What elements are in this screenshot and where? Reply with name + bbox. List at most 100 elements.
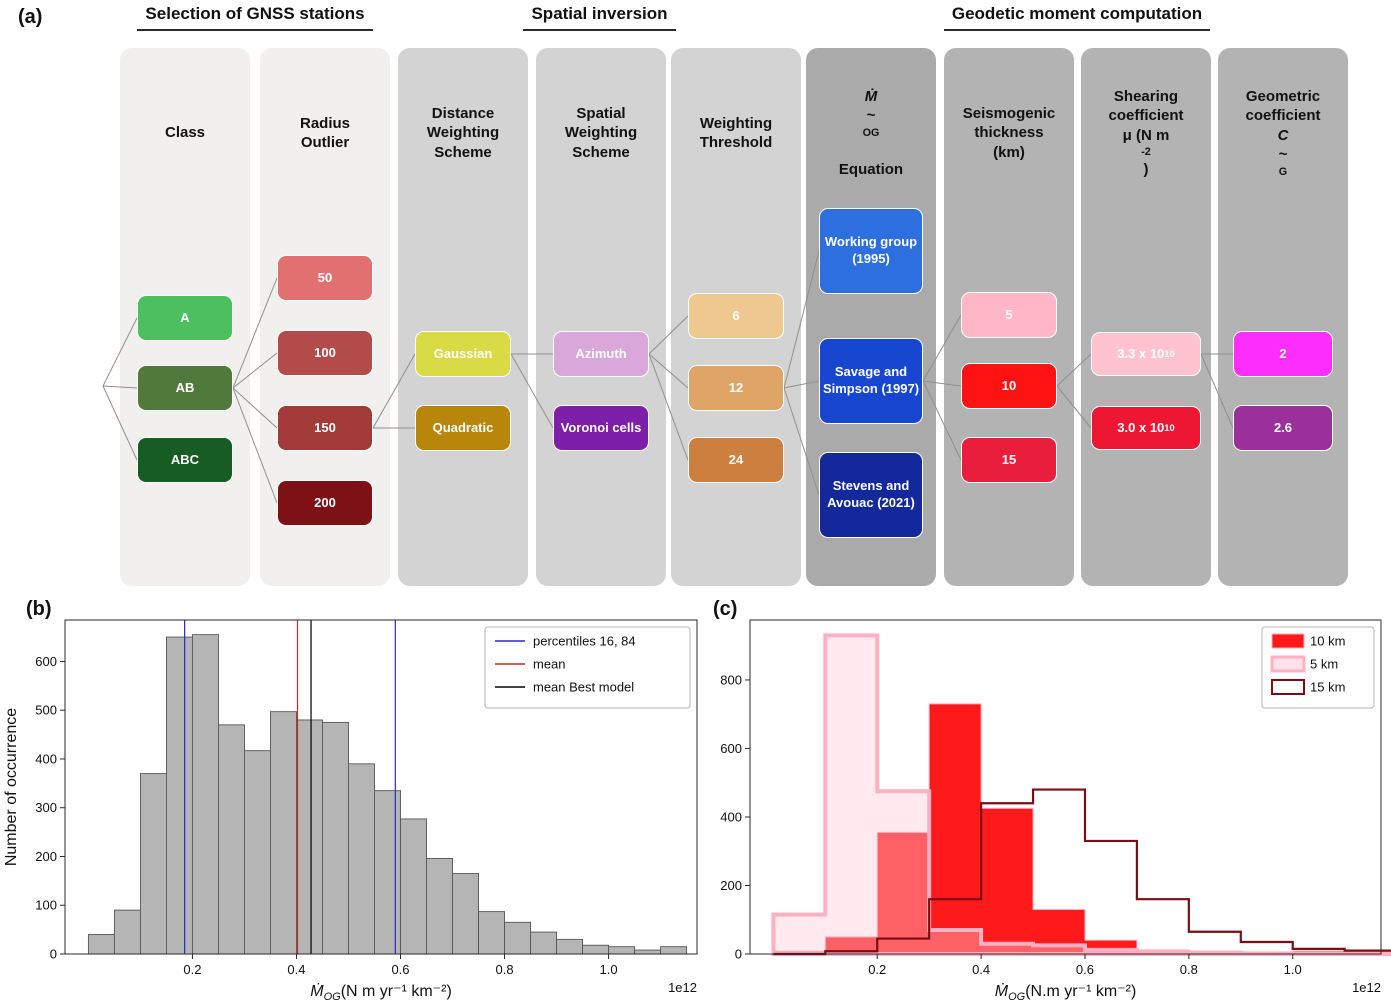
option-box-10: 10 (961, 363, 1057, 409)
y-tick-label: 600 (35, 654, 57, 669)
hist-bar (608, 946, 636, 955)
y-axis-label: Number of occurrence (3, 708, 20, 866)
hist-bar (478, 911, 505, 955)
flow-column-spatial-weighting-scheme: Spatial Weighting Scheme Azimuth Voronoi cel… (536, 48, 666, 586)
legend-label-5-km: 5 km (1310, 657, 1338, 672)
hist-bar (426, 857, 453, 955)
hist-bar (191, 634, 219, 955)
column-title-radius-outlier: Radius Outlier (299, 114, 350, 152)
y-tick-label: 200 (720, 878, 742, 893)
option-box-ab: AB (137, 365, 233, 411)
axis-offset-label: 1e12 (668, 980, 697, 995)
x-tick-label: 0.8 (496, 962, 514, 977)
flow-connector (1056, 353, 1092, 387)
legend-patch-15-km (1271, 679, 1305, 695)
flow-connector (783, 250, 820, 389)
option-box-a: A (137, 295, 233, 341)
x-tick-label: 0.8 (1180, 962, 1198, 977)
group-header-selection-of-gnss-stations: Selection of GNSS stations (120, 4, 390, 31)
y-tick-label: 400 (35, 751, 57, 766)
y-tick-label: 100 (35, 898, 57, 913)
option-box-gaussian: Gaussian (415, 331, 511, 377)
hist-series-15-km (773, 788, 1391, 956)
x-tick-label: 0.6 (391, 962, 409, 977)
option-box-working-group-1995: Working group (1995) (819, 208, 923, 294)
hist-bar (165, 636, 193, 955)
x-tick-label: 0.2 (183, 962, 201, 977)
y-tick-label: 500 (35, 703, 57, 718)
legend-patch-10-km (1271, 633, 1305, 649)
hist-bar (452, 873, 479, 955)
option-box-stevens-and-avouac-2021: Stevens and Avouac (2021) (819, 452, 923, 538)
flow-connector (510, 353, 554, 429)
flow-column-class: Class A AB ABC (120, 48, 250, 586)
hist-bar (400, 818, 427, 955)
legend-label-mean-best-model: mean Best model (533, 680, 634, 695)
hist-bar (296, 719, 323, 955)
panel-b-label: (b) (26, 598, 52, 620)
hist-bar (217, 724, 245, 955)
y-tick-label: 200 (35, 849, 57, 864)
hist-bar (634, 949, 662, 955)
group-header-text: Geodetic moment computation (943, 4, 1211, 31)
flow-column-mog-equation: Ṁ ~ OG Equation Working group (1995) Savage a… (806, 48, 936, 586)
flow-connector (232, 352, 278, 389)
y-tick-label: 600 (720, 741, 742, 756)
flow-connector (102, 317, 138, 387)
group-header-geodetic-moment-computation: Geodetic moment computation (806, 4, 1348, 31)
flow-connector (648, 353, 689, 389)
flow-connector (922, 380, 962, 461)
option-box-quadratic: Quadratic (415, 405, 511, 451)
column-title-seismogenic-thickness: Seismogenic thickness (km) (962, 104, 1056, 161)
hist-bar (660, 946, 688, 955)
axis-offset-label: 1e12 (1352, 980, 1381, 995)
flow-column-seismogenic-thickness: Seismogenic thickness (km) 5 10 15 (944, 48, 1074, 586)
flow-connector (922, 380, 962, 387)
option-box-2: 2 (1233, 331, 1333, 377)
legend-box (484, 626, 691, 709)
legend-label-10-km: 10 km (1310, 634, 1345, 649)
hist-series-5-km (771, 633, 1391, 956)
hist-bar (556, 938, 584, 955)
legend-label-percentiles-16-84: percentiles 16, 84 (533, 634, 636, 649)
column-title-shearing-coefficient: Shearing coefficient μ (N m -2) (1108, 87, 1184, 178)
flow-column-weighting-threshold: Weighting Threshold 6 12 24 (671, 48, 801, 586)
legend-label-mean: mean (533, 657, 566, 672)
x-tick-label: 0.4 (972, 962, 990, 977)
x-axis-label: ṀOG(N.m yr⁻¹ km⁻²) (995, 981, 1137, 1003)
hist-bar (139, 773, 167, 955)
column-title-class: Class (164, 124, 206, 142)
y-tick-label: 0 (735, 947, 742, 962)
hist-bar (374, 790, 401, 955)
option-box-24: 24 (688, 437, 784, 483)
plot-frame (749, 619, 1382, 955)
flow-connector (648, 353, 689, 461)
option-box-12: 12 (688, 365, 784, 411)
option-box-savage-and-simpson-1997: Savage and Simpson (1997) (819, 338, 923, 424)
x-tick-label: 0.4 (287, 962, 305, 977)
column-title-weighting-threshold: Weighting Threshold (699, 114, 773, 152)
column-title-distance-weighting-scheme: Distance Weighting Scheme (426, 104, 500, 161)
hist-bar (504, 921, 531, 955)
flow-column-radius-outlier: Radius Outlier 50 100 150 200 (260, 48, 390, 586)
flow-connector (648, 315, 689, 355)
y-tick-label: 0 (50, 947, 57, 962)
hist-bar (348, 763, 375, 955)
flow-connector (783, 387, 820, 496)
histogram-panel-b: 0.2 0.4 0.6 0.8 1.0 0 100 200 300 400 500 600 1e12 ṀO… (3, 619, 698, 1003)
option-box-azimuth: Azimuth (553, 331, 649, 377)
legend-label-15-km: 15 km (1310, 680, 1345, 695)
flow-column-shearing-coefficient: Shearing coefficient μ (N m -2) 3.3 x 10 10 3.… (1081, 48, 1211, 586)
hist-bar (113, 909, 141, 955)
option-box-150: 150 (277, 405, 373, 451)
group-header-text: Spatial inversion (523, 4, 676, 31)
flow-column-geometric-coefficient: Geometric coefficient C ~ G 2 2.6 (1218, 48, 1348, 586)
y-tick-label: 800 (720, 672, 742, 687)
hist-bar (322, 721, 349, 955)
flow-connector (232, 387, 278, 429)
x-axis-label: ṀOG(N m yr⁻¹ km⁻²) (310, 981, 452, 1003)
column-title-geometric-coefficient: Geometric coefficient C ~ G (1245, 87, 1321, 178)
hist-bar (582, 944, 610, 955)
group-header-spatial-inversion: Spatial inversion (398, 4, 801, 31)
flow-connector (783, 380, 820, 389)
